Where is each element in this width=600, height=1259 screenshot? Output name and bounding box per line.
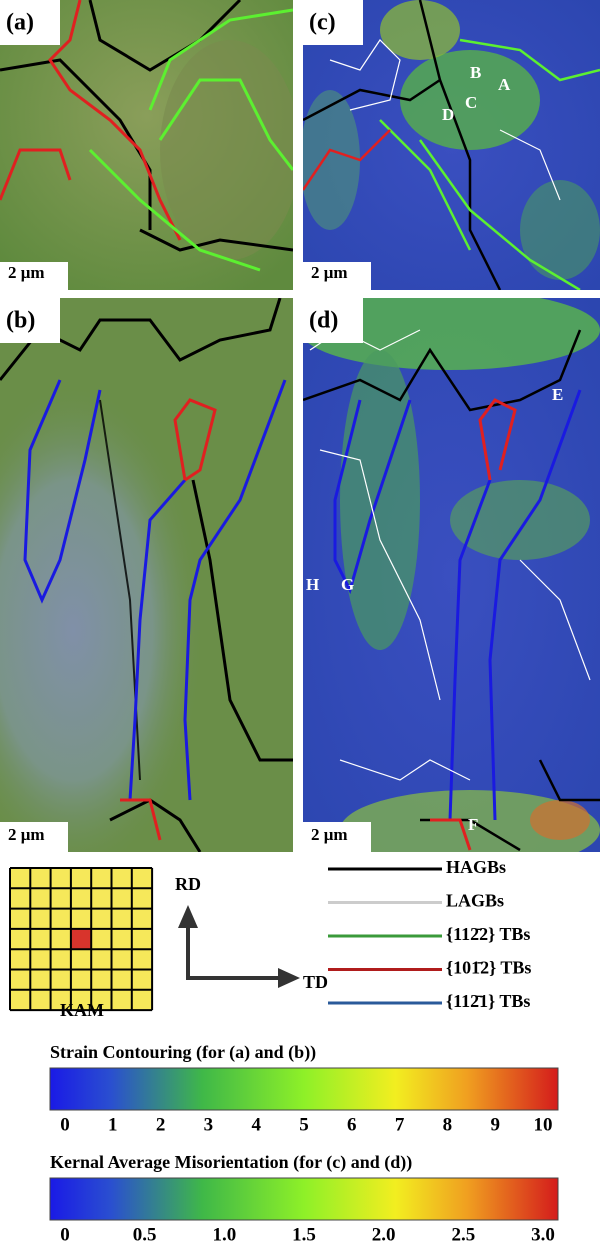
tick-label: 5 (299, 1114, 309, 1135)
panel-label: (b) (6, 308, 35, 334)
tick-label: 2.0 (372, 1224, 396, 1245)
tick-label: 3 (204, 1114, 214, 1135)
panel-label: (c) (309, 10, 336, 36)
legend-label: LAGBs (446, 891, 504, 911)
axes-icon (178, 905, 300, 988)
tick-label: 4 (251, 1114, 261, 1135)
tick-label: 8 (443, 1114, 453, 1135)
tick-label: 1 (108, 1114, 118, 1135)
axis-label: RD (175, 874, 201, 894)
point-label: D (442, 105, 454, 124)
panel-c-map (303, 0, 600, 290)
tick-label: 0 (60, 1114, 70, 1135)
boundary-legend: HAGBs LAGBs {112̄2} TBs {101̄2} TBs {112̄1} … (328, 857, 531, 1011)
kam-grid (9, 867, 154, 1012)
panel-label: (d) (309, 308, 338, 334)
tick-label: 1.5 (292, 1224, 316, 1245)
tick-label: 3.0 (531, 1224, 555, 1245)
scale-bar: 2 μm (8, 825, 45, 844)
tick-label: 2.5 (451, 1224, 475, 1245)
tick-label: 9 (490, 1114, 500, 1135)
tick-label: 10 (534, 1114, 553, 1135)
panel-d-map (303, 298, 600, 852)
tick-label: 2 (156, 1114, 166, 1135)
legend-label: {101̄2} TBs (446, 958, 531, 978)
panel-b-map (0, 298, 293, 852)
panel-label: (a) (6, 10, 34, 36)
center-cell (70, 928, 92, 950)
colorbar-title: Kernal Average Misorientation (for (c) a… (50, 1152, 412, 1173)
point-label: G (341, 575, 354, 594)
tick-label: 7 (395, 1114, 405, 1135)
kam-label: KAM (60, 1000, 104, 1020)
point-label: F (468, 815, 478, 834)
axis-label: TD (303, 972, 328, 992)
tick-label: 0 (60, 1224, 70, 1245)
colorbars: Strain Contouring (for (a) and (b)) 0 1 2 3 4… (49, 1042, 559, 1245)
scale-bar: 2 μm (8, 263, 45, 282)
legend-label: HAGBs (446, 857, 506, 877)
scale-bar: 2 μm (311, 263, 348, 282)
panel-a-map (0, 0, 293, 290)
point-label: A (498, 75, 511, 94)
colorbar (49, 1067, 559, 1111)
legend-label: {112̄1} TBs (446, 991, 530, 1011)
colorbar (49, 1177, 559, 1221)
colorbar-title: Strain Contouring (for (a) and (b)) (50, 1042, 316, 1063)
point-label: B (470, 63, 481, 82)
tick-label: 0.5 (133, 1224, 157, 1245)
scale-bar: 2 μm (311, 825, 348, 844)
tick-label: 1.0 (212, 1224, 236, 1245)
tick-label: 6 (347, 1114, 357, 1135)
point-label: C (465, 93, 477, 112)
point-label: H (306, 575, 319, 594)
legend-label: {112̄2} TBs (446, 924, 530, 944)
point-label: E (552, 385, 563, 404)
